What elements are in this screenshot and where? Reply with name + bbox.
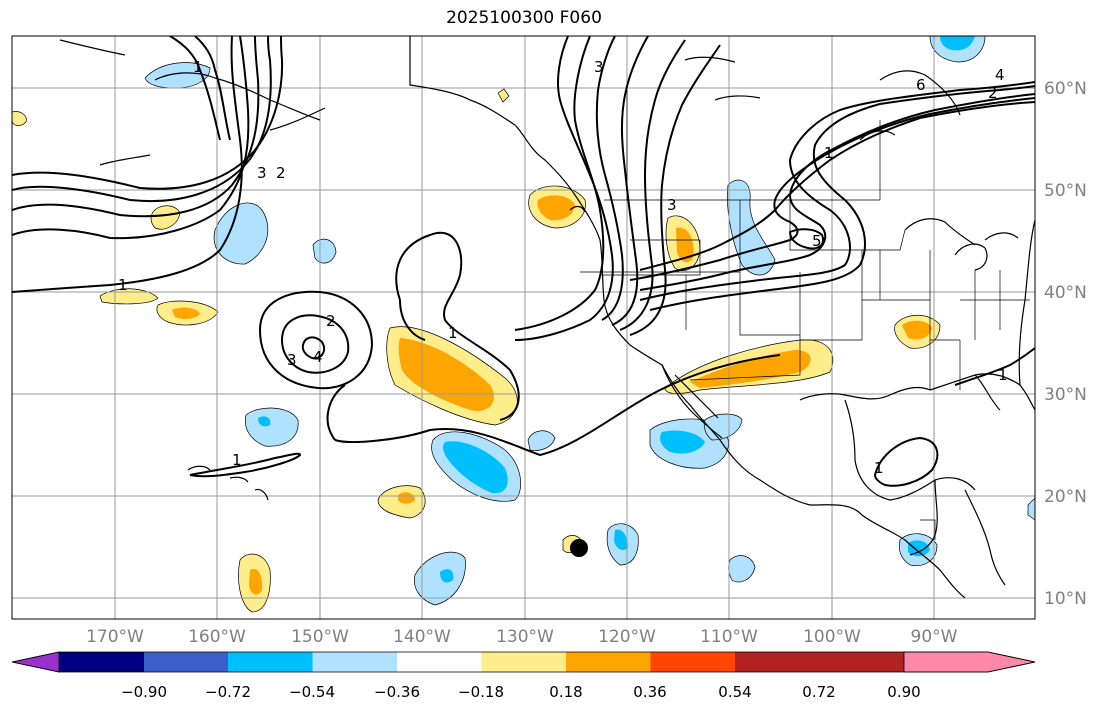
- contour-label: 1: [193, 58, 203, 76]
- colorbar-tick-label: −0.54: [289, 683, 335, 701]
- shade-lightblue: [1027, 497, 1035, 521]
- colorbar-segment: [397, 652, 482, 672]
- lat-label: 30°N: [1044, 385, 1087, 405]
- colorbar-segment: [312, 652, 397, 672]
- contour-label: 3: [287, 351, 297, 369]
- shade-orange: [537, 195, 575, 221]
- lat-label: 20°N: [1044, 487, 1087, 507]
- shade-yellow: [150, 205, 181, 230]
- contour-label: 5: [812, 232, 822, 250]
- colorbar-extend-left: [11, 651, 60, 673]
- map-area: 1 1 1 1 1 1 2 2 2 3 3 3 3 4 4 5 6 1: [12, 36, 1035, 619]
- colorbar-segment: [819, 652, 904, 672]
- lat-label: 50°N: [1044, 181, 1087, 201]
- contour-labels: 1 1 1 1 1 1 2 2 2 3 3 3 3 4 4 5 6 1: [118, 58, 1008, 477]
- lon-label: 130°W: [496, 627, 554, 647]
- map-frame: [11, 35, 1036, 620]
- lat-label: 40°N: [1044, 283, 1087, 303]
- shade-blue: [442, 441, 508, 494]
- graticule: [12, 36, 1035, 619]
- colorbar-extend-right: [903, 651, 1036, 673]
- colorbar-tick-label: −0.36: [374, 683, 420, 701]
- lon-label: 140°W: [393, 627, 451, 647]
- contour-label: 1: [824, 144, 834, 162]
- contours: [12, 36, 1035, 487]
- contour-label: 1: [118, 276, 128, 294]
- lon-label: 120°W: [598, 627, 656, 647]
- contour-label: 2: [988, 84, 998, 102]
- shade-yellow: [12, 111, 27, 126]
- shade-blue: [908, 540, 930, 557]
- colorbar-tick-label: 0.54: [718, 683, 751, 701]
- shade-blue: [940, 36, 975, 51]
- shade-lightblue: [244, 407, 299, 447]
- contour-label: 1: [448, 324, 458, 342]
- colorbar-tick-label: −0.18: [458, 683, 504, 701]
- shade-orange: [249, 569, 263, 595]
- colorbar-segment: [144, 652, 229, 672]
- colorbar-tick-label: 0.72: [802, 683, 835, 701]
- latitude-labels: 10°N 20°N 30°N 40°N 50°N 60°N: [1044, 79, 1087, 609]
- lon-label: 170°W: [86, 627, 144, 647]
- shade-orange: [172, 307, 200, 319]
- contour-label: 3: [257, 164, 267, 182]
- colorbar-segment: [566, 652, 651, 672]
- colorbar: [11, 651, 1036, 673]
- shade-lightblue: [213, 202, 269, 265]
- shade-orange: [902, 320, 932, 340]
- contour-label: 3: [594, 58, 604, 76]
- lat-label: 10°N: [1044, 589, 1087, 609]
- contour-label: 3: [667, 196, 677, 214]
- colorbar-tick-label: −0.72: [205, 683, 251, 701]
- lon-label: 150°W: [291, 627, 349, 647]
- contour-label: 4: [313, 348, 323, 366]
- colorbar-tick-label: 0.90: [887, 683, 920, 701]
- colorbar-tick-label: −0.90: [121, 683, 167, 701]
- contour-label: 6: [916, 76, 926, 94]
- lon-label: 90°W: [911, 627, 958, 647]
- shade-lightblue: [527, 430, 556, 451]
- shade-orange: [676, 227, 694, 263]
- shade-blue: [614, 529, 628, 551]
- colorbar-tick-label: 0.18: [549, 683, 582, 701]
- contour-label: 1: [874, 459, 884, 477]
- shade-lightblue: [703, 413, 743, 441]
- shade-blue: [660, 430, 705, 454]
- contour-label: 1: [232, 451, 242, 469]
- longitude-labels: 170°W 160°W 150°W 140°W 130°W 120°W 110°…: [86, 627, 958, 647]
- colorbar-segment: [650, 652, 735, 672]
- colorbar-tick-label: 0.36: [633, 683, 666, 701]
- contour-label: 2: [326, 312, 336, 330]
- colorbar-ticks: −0.90 −0.72 −0.54 −0.36 −0.18 0.18 0.36 …: [121, 683, 921, 701]
- lon-label: 160°W: [188, 627, 246, 647]
- colorbar-segment: [59, 652, 144, 672]
- shade-blue: [440, 569, 454, 583]
- contour-label: 1: [998, 366, 1008, 384]
- shade-lightblue: [414, 551, 466, 606]
- lon-label: 110°W: [700, 627, 758, 647]
- contour-label: 2: [276, 164, 286, 182]
- colorbar-segment: [228, 652, 313, 672]
- lat-label: 60°N: [1044, 79, 1087, 99]
- shade-lightblue: [144, 62, 211, 89]
- lon-label: 100°W: [803, 627, 861, 647]
- shade-yellow: [497, 88, 510, 103]
- shade-orange: [398, 492, 415, 504]
- map-title: 2025100300 F060: [446, 8, 602, 28]
- shade-blue: [258, 416, 271, 427]
- borders: [580, 90, 1030, 540]
- colorbar-segment: [735, 652, 820, 672]
- shade-lightblue: [312, 238, 337, 264]
- location-marker: [570, 539, 588, 557]
- colorbar-segment: [481, 652, 566, 672]
- contour-label: 4: [995, 66, 1005, 84]
